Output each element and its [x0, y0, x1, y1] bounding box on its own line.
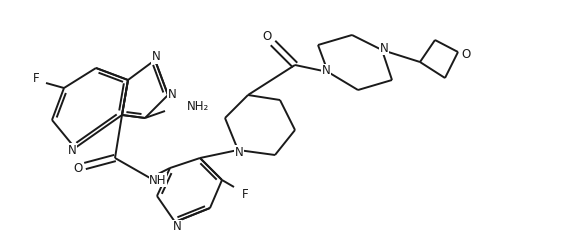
- Text: O: O: [462, 47, 471, 61]
- Text: O: O: [73, 162, 83, 174]
- Text: N: N: [322, 64, 331, 77]
- Text: NH: NH: [149, 173, 167, 186]
- Text: F: F: [242, 187, 249, 200]
- Text: N: N: [379, 42, 388, 55]
- Text: NH₂: NH₂: [187, 99, 210, 112]
- Text: F: F: [33, 72, 40, 84]
- Text: N: N: [235, 145, 243, 158]
- Text: N: N: [173, 220, 182, 233]
- Text: N: N: [68, 143, 76, 156]
- Text: N: N: [152, 50, 161, 63]
- Text: N: N: [168, 89, 176, 102]
- Text: O: O: [262, 31, 272, 44]
